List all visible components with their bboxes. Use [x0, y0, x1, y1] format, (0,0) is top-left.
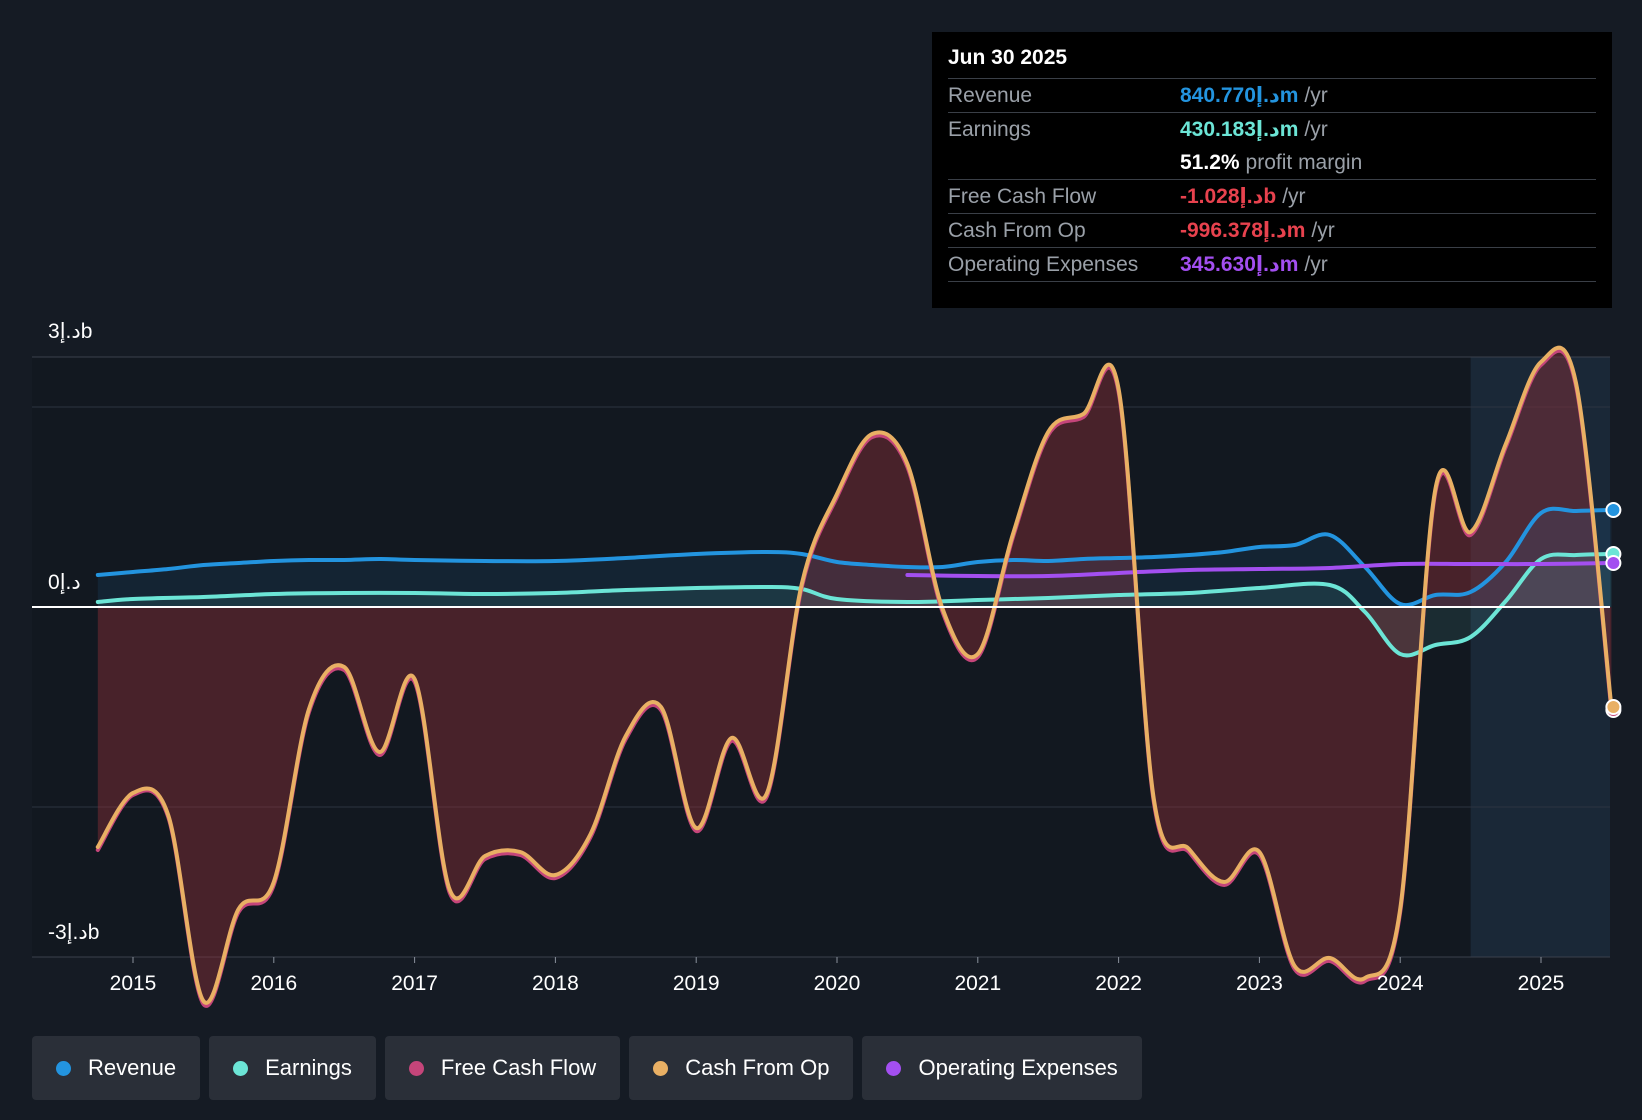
tooltip-row-suffix: /yr: [1282, 184, 1306, 208]
x-tick-label: 2017: [391, 972, 438, 995]
legend-label: Cash From Op: [685, 1055, 830, 1080]
x-tick-label: 2018: [532, 972, 579, 995]
tooltip-row: Cash From Op -996.378د.إm/yr: [948, 213, 1596, 247]
tooltip-row: Operating Expenses 345.630د.إm/yr: [948, 247, 1596, 282]
legend-label: Revenue: [88, 1055, 177, 1080]
x-tick-label: 2016: [250, 972, 297, 995]
legend-dot-icon: [233, 1060, 249, 1076]
tooltip-row-suffix: /yr: [1311, 218, 1335, 242]
chart-canvas: 2015 2016 2017 2018 2019 2020 2021 2022 2023 2024…: [32, 345, 1622, 1008]
legend-label: Earnings: [265, 1055, 352, 1080]
tooltip-row-value: 345.630د.إm: [1180, 253, 1299, 276]
tooltip-row-label: Cash From Op: [948, 218, 1086, 242]
x-tick-label: 2022: [1095, 972, 1142, 995]
free-cash-flow-area: [97, 350, 1612, 1006]
revenue-end-marker: [1605, 502, 1622, 518]
x-tick-label: 2021: [954, 972, 1001, 995]
tooltip-row-label: Operating Expenses: [948, 252, 1139, 276]
legend-item[interactable]: Operating Expenses: [862, 1036, 1142, 1100]
tooltip-row-suffix: /yr: [1304, 117, 1328, 141]
history-region: [32, 357, 1471, 957]
tooltip-date: Jun 30 2025: [948, 46, 1068, 69]
x-tick-label: 2020: [814, 972, 861, 995]
legend-dot-icon: [886, 1060, 902, 1076]
data-tooltip: Jun 30 2025 Revenue 840.770د.إm/yr Earning…: [932, 32, 1612, 308]
legend-dot-icon: [653, 1060, 669, 1076]
tooltip-row-suffix: /yr: [1304, 252, 1328, 276]
tooltip-row-label: Earnings: [948, 117, 1031, 141]
legend-item[interactable]: Free Cash Flow: [384, 1036, 621, 1100]
earnings-line: [95, 552, 1614, 658]
cash-from-op-line: [95, 345, 1614, 1005]
tooltip-row-label: Free Cash Flow: [948, 184, 1097, 208]
operating-expenses-end-marker: [1605, 555, 1622, 571]
legend-label: Free Cash Flow: [440, 1055, 597, 1080]
tooltip-rows: Revenue 840.770د.إm/yr Earnings 430.183د.إm…: [948, 78, 1596, 282]
tooltip-row-suffix: profit margin: [1245, 150, 1363, 174]
earnings-area: [97, 554, 1612, 656]
revenue-area: [97, 508, 1612, 607]
tooltip-row-value: -996.378د.إm: [1180, 219, 1306, 242]
tooltip-row: 51.2% profit margin: [948, 146, 1596, 179]
tooltip-row: Revenue 840.770د.إm/yr: [948, 78, 1596, 112]
operating-expenses-line: [905, 561, 1614, 579]
tooltip-row-value: -1.028د.إb: [1180, 185, 1277, 208]
tooltip-row-value: 430.183د.إm: [1180, 118, 1299, 141]
cash-from-op-end-marker: [1605, 699, 1622, 715]
legend-dot-icon: [56, 1060, 71, 1076]
chart-legend: Revenue Earnings Free Cash Flow Cash From O…: [32, 1036, 1142, 1100]
legend-item[interactable]: Revenue: [32, 1036, 201, 1100]
revenue-line: [95, 506, 1614, 608]
legend-item[interactable]: Earnings: [209, 1036, 376, 1100]
tooltip-row-suffix: /yr: [1304, 83, 1328, 107]
tooltip-row-label: Revenue: [948, 83, 1033, 107]
y-axis-label-top: 3د.إb: [48, 320, 93, 343]
tooltip-row-value: 51.2%: [1180, 150, 1240, 174]
y-axis-label-zero: 0د.إ: [48, 571, 81, 594]
legend-item[interactable]: Cash From Op: [629, 1036, 854, 1100]
y-axis-label-bottom: -3د.إb: [48, 921, 100, 944]
tooltip-row: Free Cash Flow -1.028د.إb/yr: [948, 179, 1596, 213]
x-tick-label: 2024: [1377, 972, 1424, 995]
x-tick-label: 2023: [1236, 972, 1283, 995]
x-tick-label: 2015: [110, 972, 157, 995]
tooltip-row-value: 840.770د.إm: [1180, 84, 1299, 107]
x-tick-label: 2019: [673, 972, 720, 995]
x-tick-label: 2025: [1518, 972, 1565, 995]
legend-dot-icon: [408, 1060, 424, 1076]
legend-label: Operating Expenses: [918, 1055, 1118, 1080]
tooltip-row: Earnings 430.183د.إm/yr: [948, 112, 1596, 146]
